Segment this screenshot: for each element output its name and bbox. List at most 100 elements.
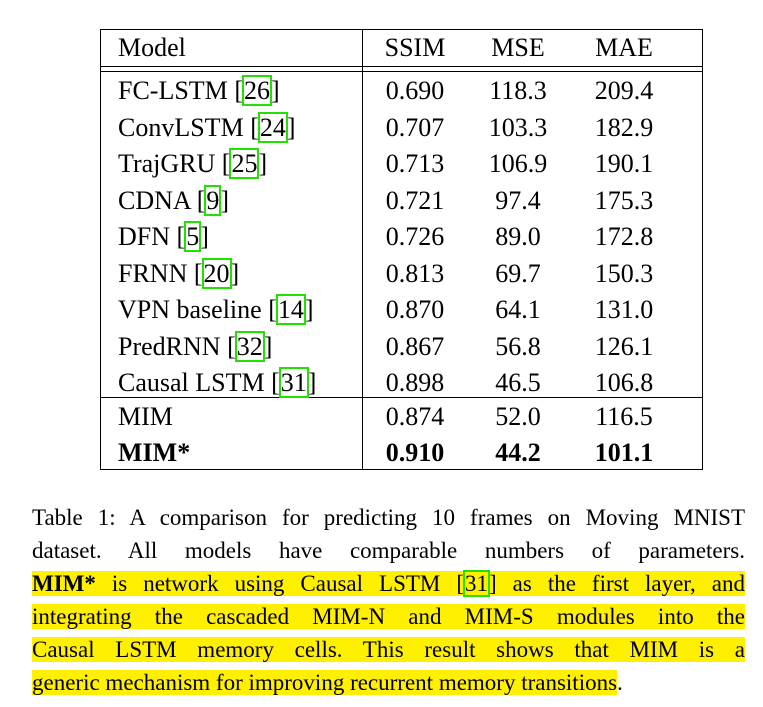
model-cell: DFN [5]	[118, 221, 209, 252]
mae-cell: 182.9	[594, 112, 654, 142]
results-table: Model SSIM MSE MAE FC-LSTM [26] 0.690 118.…	[100, 29, 703, 470]
citation-link[interactable]: 32	[234, 330, 265, 362]
ssim-cell: 0.690	[385, 76, 445, 105]
mae-cell: 116.5	[595, 401, 653, 431]
mae-cell: 172.8	[594, 222, 654, 251]
mae-cell: 126.1	[594, 331, 654, 361]
right-border	[702, 29, 703, 470]
header-ssim: SSIM	[384, 33, 446, 62]
model-name: DFN	[118, 222, 171, 251]
caption-line: Causal LSTM memory cells. This result sh…	[32, 633, 745, 666]
mae-cell: 106.8	[594, 368, 654, 397]
header-mse: MSE	[491, 33, 545, 62]
table-caption: Table 1: A comparison for predicting 10 …	[32, 501, 745, 699]
caption-text: Table 1: A comparison for predicting 10 …	[32, 505, 745, 530]
citation-link[interactable]: 31	[278, 367, 309, 398]
model-cell: FC-LSTM [26]	[118, 75, 280, 106]
table-row: Causal LSTM [31] 0.898 46.5 106.8	[100, 364, 703, 401]
mse-cell: 46.5	[495, 368, 541, 397]
table-bottom-rule	[100, 469, 703, 470]
caption-text: ] as the first layer, and	[489, 571, 745, 596]
caption-line: dataset. All models have comparable numb…	[32, 534, 745, 567]
model-name: FRNN	[118, 258, 188, 288]
header-mae: MAE	[595, 33, 653, 62]
ssim-cell: 0.713	[385, 149, 445, 178]
model-name: MIM	[118, 401, 173, 431]
ssim-cell: 0.813	[385, 258, 445, 288]
mse-cell: 52.0	[495, 401, 541, 431]
model-name: VPN baseline	[118, 295, 262, 324]
model-cell: TrajGRU [25]	[118, 148, 268, 179]
citation-link[interactable]: 31	[463, 570, 491, 597]
ssim-cell: 0.898	[385, 368, 445, 397]
citation-link[interactable]: 9	[204, 184, 222, 216]
citation-link[interactable]: 14	[275, 294, 306, 325]
citation-link[interactable]: 25	[229, 148, 260, 179]
model-cell: MIM	[118, 398, 173, 435]
mse-cell: 89.0	[495, 222, 541, 251]
model-name: FC-LSTM	[118, 76, 228, 105]
model-name: MIM*	[118, 438, 191, 467]
model-name: CDNA	[118, 185, 191, 215]
mse-cell: 118.3	[489, 76, 547, 105]
model-cell: CDNA [9]	[118, 184, 230, 216]
mse-cell: 103.3	[488, 112, 548, 142]
caption-text: .	[617, 670, 623, 695]
mse-cell: 106.9	[488, 149, 548, 178]
column-divider	[362, 29, 363, 470]
table-row: FRNN [20] 0.813 69.7 150.3	[100, 255, 703, 292]
ssim-cell: 0.721	[385, 185, 445, 215]
table-row: CDNA [9] 0.721 97.4 175.3	[100, 182, 703, 219]
caption-line: MIM* is network using Causal LSTM [31] a…	[32, 567, 745, 600]
ssim-cell: 0.910	[385, 438, 445, 467]
citation-link[interactable]: 26	[241, 75, 272, 106]
table-row: TrajGRU [25] 0.713 106.9 190.1	[100, 145, 703, 182]
mse-cell: 69.7	[495, 258, 541, 288]
caption-line: generic mechanism for improving recurren…	[32, 666, 745, 699]
caption-text: Causal LSTM memory cells. This result sh…	[32, 637, 745, 662]
model-cell: FRNN [20]	[118, 257, 240, 289]
table-row: MIM 0.874 52.0 116.5	[100, 398, 703, 435]
caption-line: integrating the cascaded MIM-N and MIM-S…	[32, 600, 745, 633]
caption-text: generic mechanism for improving recurren…	[32, 670, 618, 695]
ssim-cell: 0.874	[385, 401, 445, 431]
mae-cell: 101.1	[594, 438, 654, 467]
caption-text: MIM*	[32, 571, 96, 596]
ssim-cell: 0.726	[385, 222, 445, 251]
model-cell: VPN baseline [14]	[118, 294, 314, 325]
citation-link[interactable]: 5	[184, 221, 202, 252]
caption-text: dataset. All models have comparable numb…	[32, 538, 745, 563]
table-row: DFN [5] 0.726 89.0 172.8	[100, 218, 703, 255]
group-rule	[100, 397, 703, 398]
table-top-rule	[100, 29, 703, 30]
caption-text: is network using Causal LSTM [	[95, 571, 465, 596]
citation-link[interactable]: 24	[257, 111, 288, 143]
mse-cell: 44.2	[495, 438, 541, 467]
header-model: Model	[118, 33, 186, 62]
header-rule-1	[100, 66, 703, 67]
table-row: ConvLSTM [24] 0.707 103.3 182.9	[100, 109, 703, 146]
model-name: ConvLSTM	[118, 112, 244, 142]
model-cell: PredRNN [32]	[118, 330, 273, 362]
ssim-cell: 0.707	[385, 112, 445, 142]
table-row: VPN baseline [14] 0.870 64.1 131.0	[100, 291, 703, 328]
table-row: FC-LSTM [26] 0.690 118.3 209.4	[100, 72, 703, 109]
caption-text: integrating the cascaded MIM-N and MIM-S…	[32, 604, 745, 629]
mse-cell: 56.8	[495, 331, 541, 361]
model-name: PredRNN	[118, 331, 221, 361]
model-cell: ConvLSTM [24]	[118, 111, 296, 143]
ssim-cell: 0.867	[385, 331, 445, 361]
caption-line: Table 1: A comparison for predicting 10 …	[32, 501, 745, 534]
table-row: PredRNN [32] 0.867 56.8 126.1	[100, 328, 703, 365]
model-name: Causal LSTM	[118, 368, 265, 397]
mse-cell: 64.1	[495, 295, 541, 324]
mae-cell: 131.0	[594, 295, 654, 324]
mae-cell: 190.1	[594, 149, 654, 178]
left-border	[100, 29, 101, 470]
mae-cell: 175.3	[594, 185, 654, 215]
model-cell: Causal LSTM [31]	[118, 367, 317, 398]
mae-cell: 209.4	[594, 76, 654, 105]
citation-link[interactable]: 20	[201, 257, 232, 289]
ssim-cell: 0.870	[385, 295, 445, 324]
model-name: TrajGRU	[118, 149, 216, 178]
